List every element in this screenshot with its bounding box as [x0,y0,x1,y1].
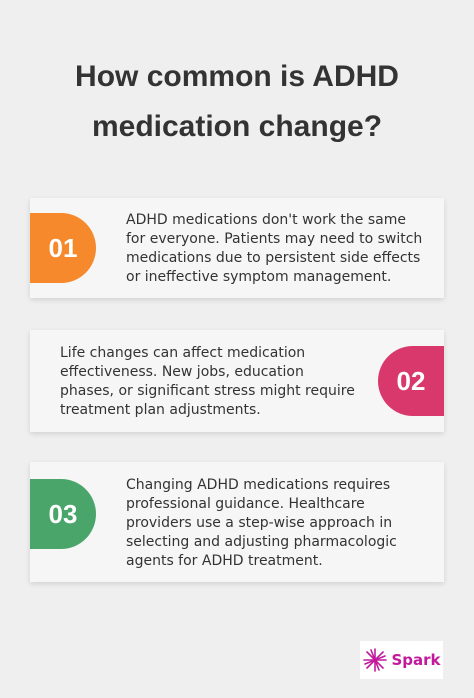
title: How common is ADHD medication change? [75,60,399,143]
logo-text: Spark [391,651,441,669]
logo: Spark [360,641,443,679]
card: 02 Life changes can affect medication ef… [30,330,444,432]
badge: 01 [30,213,96,283]
card-text: Changing ADHD medications requires profe… [126,477,397,569]
card-text: ADHD medications don't work the same for… [126,212,423,285]
card: 01 ADHD medications don't work the same … [30,198,444,298]
badge: 03 [30,479,96,549]
logo-icon [363,648,388,672]
card: 03 Changing ADHD medications requires pr… [30,462,444,582]
badge: 02 [378,346,444,416]
card-text: Life changes can affect medication effec… [60,345,355,418]
